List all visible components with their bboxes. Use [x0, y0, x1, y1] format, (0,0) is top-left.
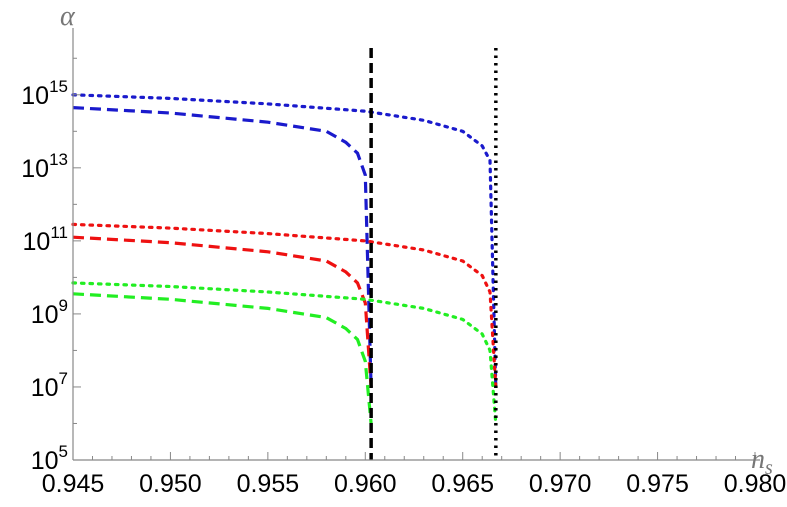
y-tick-label: 1011: [23, 223, 68, 256]
x-tick-label: 0.970: [529, 470, 592, 498]
x-tick-label: 0.950: [139, 470, 202, 498]
y-tick-label: 105: [31, 442, 68, 475]
y-tick-label: 109: [31, 296, 68, 329]
x-tick-label: 0.955: [237, 470, 300, 498]
series-line-5: [72, 292, 373, 424]
ticks: [72, 57, 756, 461]
x-axis-label: ns: [751, 444, 773, 479]
x-tick-label: 0.960: [334, 470, 397, 498]
plot-lines: [71, 48, 498, 460]
axes: [72, 28, 760, 461]
series-line-1: [72, 106, 373, 388]
y-tick-label: 1013: [21, 150, 68, 183]
x-tick-label: 0.975: [626, 470, 689, 498]
y-axis-label: α: [60, 1, 76, 32]
series-line-2: [71, 93, 498, 389]
tick-labels: 0.945 0.950 0.955 0.960 0.965 0.970 0.975 0.980…: [21, 77, 786, 498]
x-tick-label: 0.980: [724, 470, 787, 498]
x-tick-label: 0.945: [42, 470, 105, 498]
y-tick-label: 1015: [21, 77, 68, 110]
y-tick-label: 107: [31, 369, 68, 402]
x-axis-label-subscript: s: [765, 457, 773, 479]
x-tick-label: 0.965: [431, 470, 494, 498]
series-line-6: [71, 281, 498, 426]
series-line-4: [71, 222, 498, 389]
x-axis-label-main: n: [751, 444, 765, 475]
series-line-3: [72, 235, 373, 388]
